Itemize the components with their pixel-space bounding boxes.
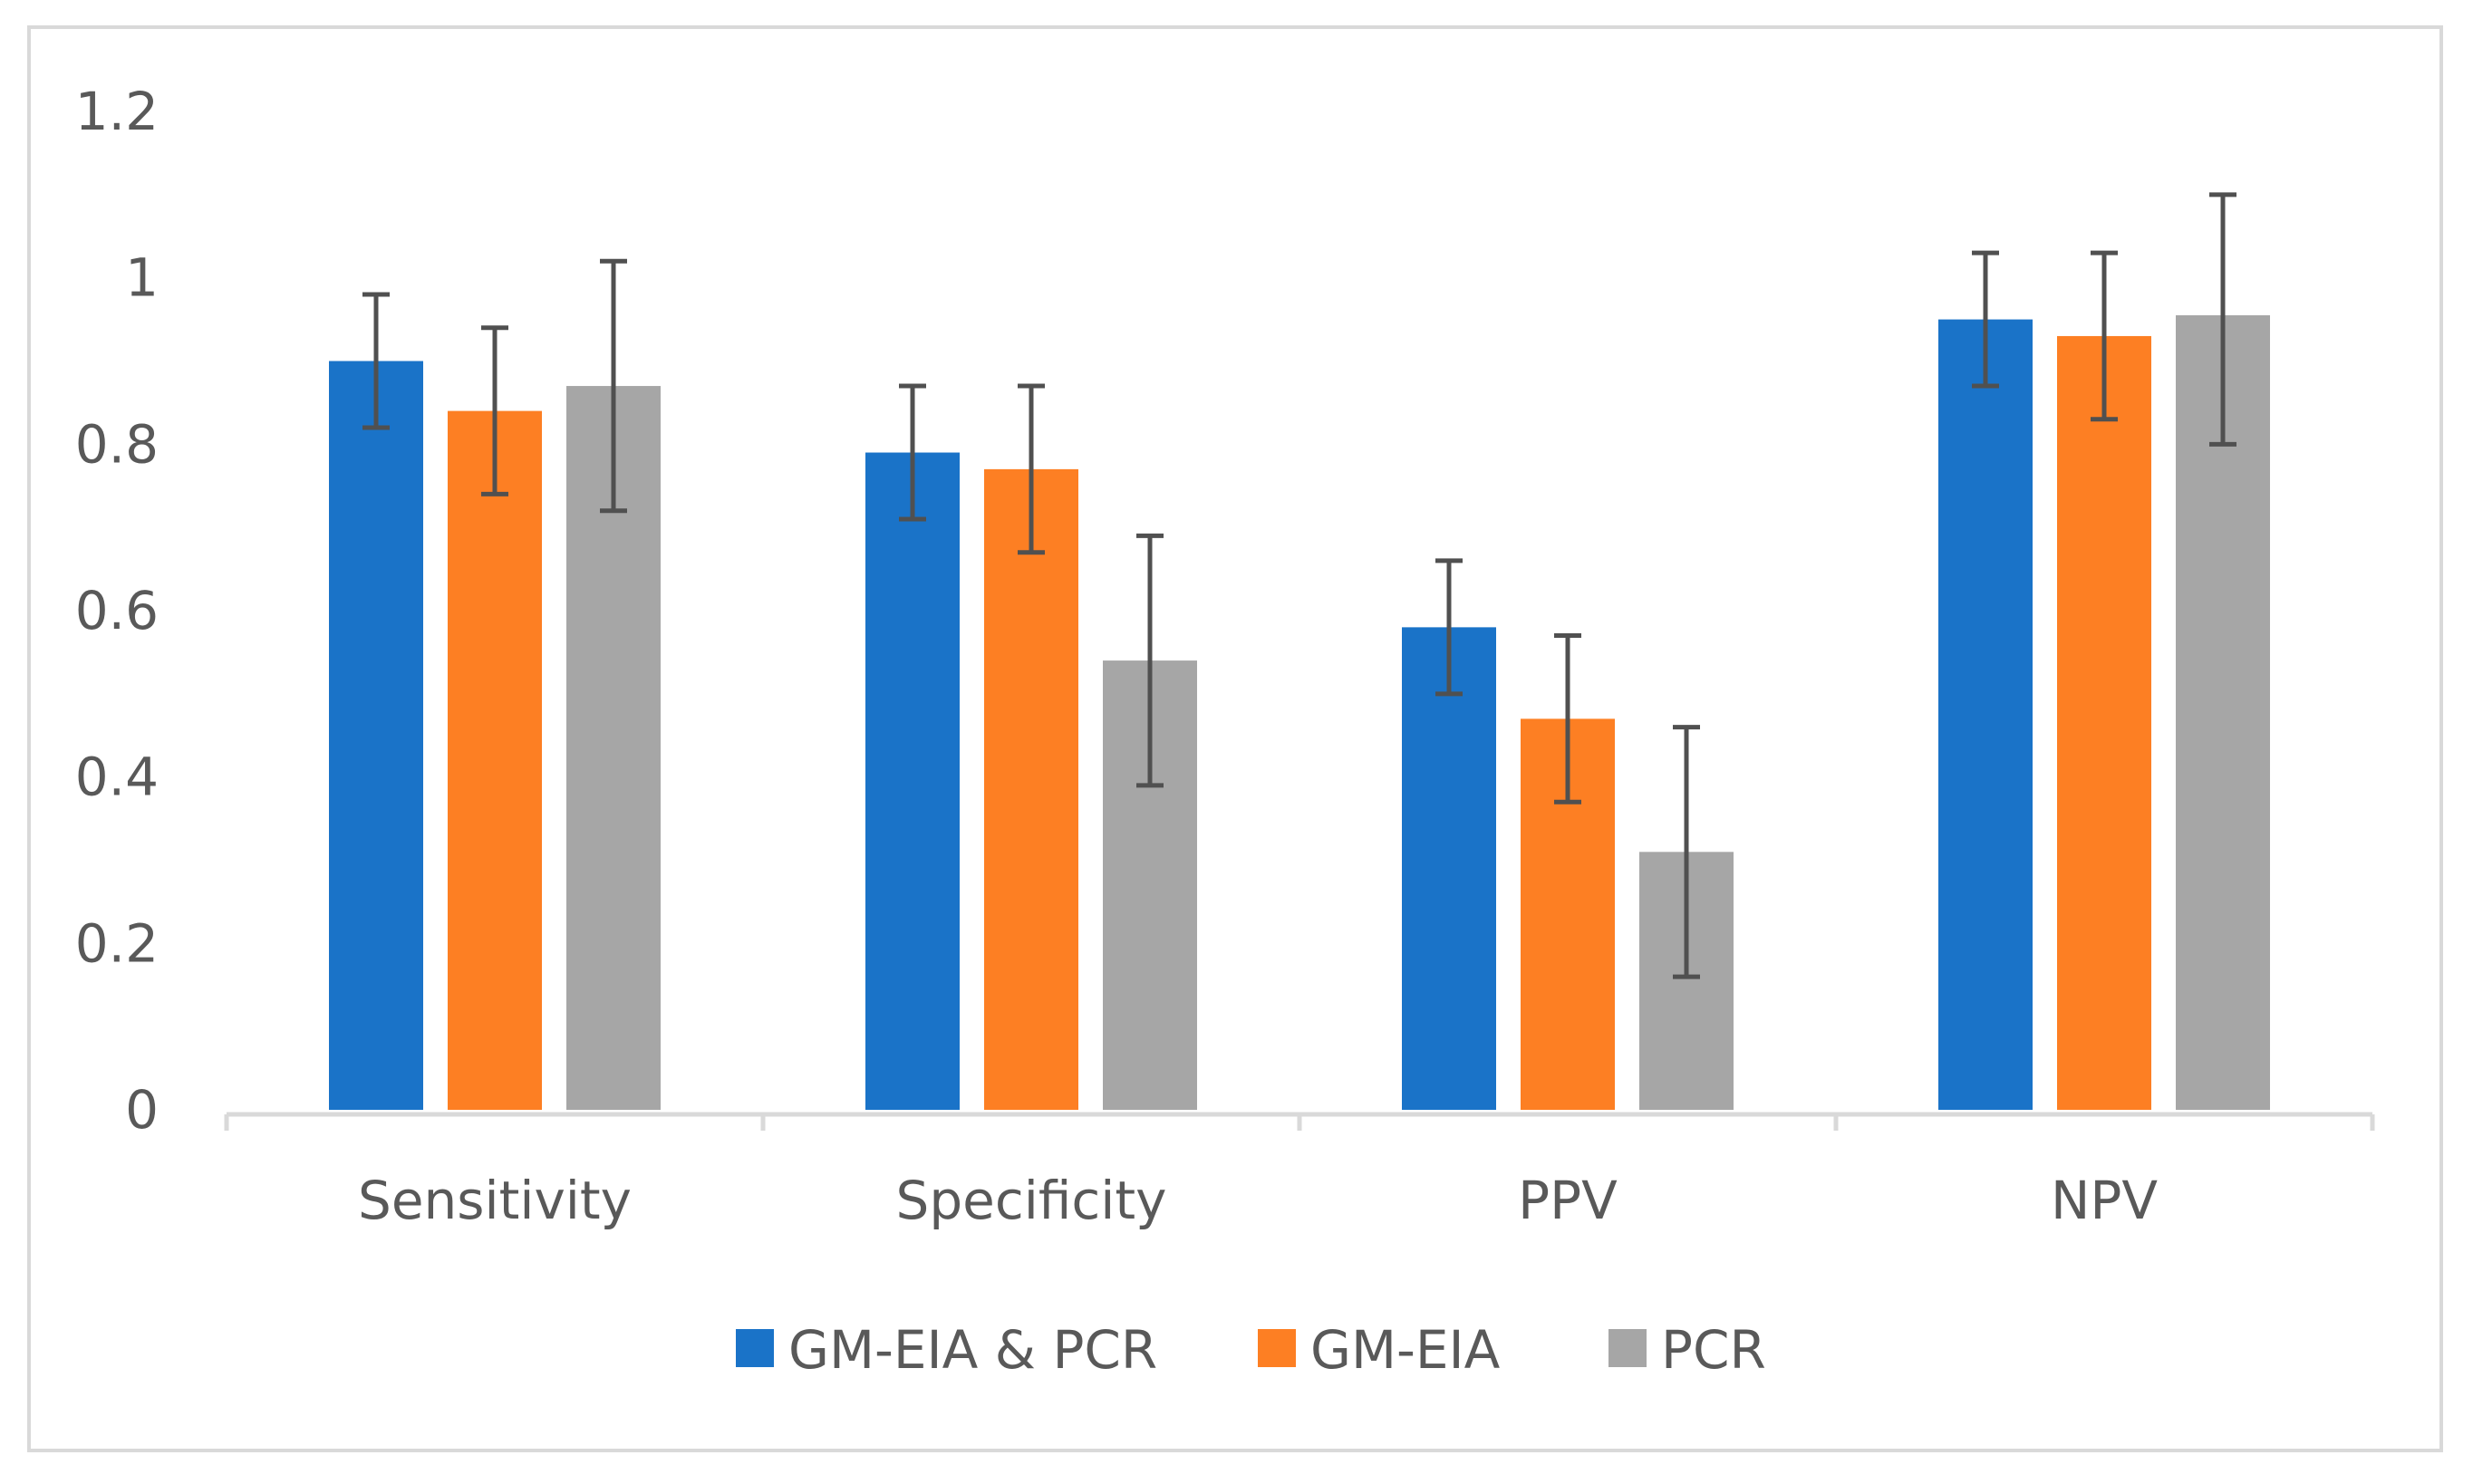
- bars: [329, 314, 2270, 1111]
- bar-specificity-1: [865, 452, 960, 1110]
- legend-swatch: [1608, 1329, 1647, 1367]
- y-axis-ticks: 0 0.2 0.4 0.6 0.8 1 1.2: [75, 81, 159, 1141]
- legend-label: PCR: [1661, 1319, 1766, 1381]
- legend: GM-EIA & PCR GM-EIA PCR: [736, 1319, 1766, 1381]
- bar-npv-2: [2057, 335, 2151, 1110]
- error-bar-npv-2: [2091, 250, 2118, 422]
- error-bars: [362, 192, 2236, 979]
- category-label-npv: NPV: [2051, 1170, 2158, 1231]
- error-bar-sensitivity-1: [362, 292, 390, 430]
- error-bar-specificity-1: [899, 383, 926, 522]
- chart-frame: [27, 25, 2443, 1452]
- error-bar-sensitivity-2: [481, 325, 508, 496]
- category-label-specificity: Specificity: [896, 1170, 1167, 1231]
- category-label-sensitivity: Sensitivity: [358, 1170, 632, 1231]
- bar-sensitivity-1: [329, 361, 423, 1110]
- legend-item-1: GM-EIA & PCR: [736, 1319, 1157, 1381]
- category-label-ppv: PPV: [1518, 1170, 1618, 1231]
- bar-npv-1: [1938, 319, 2033, 1110]
- x-axis: [224, 1112, 2375, 1131]
- error-bar-npv-1: [1972, 250, 1999, 389]
- legend-label: GM-EIA & PCR: [788, 1319, 1157, 1381]
- error-bar-ppv-3: [1673, 725, 1700, 979]
- legend-swatch: [736, 1329, 774, 1367]
- error-bar-ppv-2: [1554, 633, 1581, 805]
- error-bar-ppv-1: [1435, 558, 1463, 697]
- legend-item-2: GM-EIA: [1258, 1319, 1501, 1381]
- y-tick-label: 0.4: [75, 747, 159, 808]
- error-bar-specificity-2: [1018, 383, 1045, 555]
- bar-npv-3: [2176, 314, 2270, 1110]
- y-tick-label: 0: [125, 1079, 159, 1141]
- category-labels: Sensitivity Specificity PPV NPV: [358, 1170, 2158, 1231]
- legend-swatch: [1258, 1329, 1296, 1367]
- y-tick-label: 0.6: [75, 580, 159, 641]
- bar-sensitivity-2: [448, 410, 542, 1111]
- error-bar-npv-3: [2209, 192, 2236, 447]
- y-tick-label: 1: [125, 247, 159, 309]
- y-tick-label: 1.2: [75, 81, 159, 142]
- y-tick-label: 0.8: [75, 413, 159, 475]
- legend-item-3: PCR: [1608, 1319, 1766, 1381]
- bar-specificity-2: [984, 468, 1078, 1110]
- error-bar-sensitivity-3: [600, 258, 627, 514]
- error-bar-specificity-3: [1136, 533, 1164, 788]
- bar-ppv-1: [1402, 627, 1496, 1110]
- y-tick-label: 0.2: [75, 912, 159, 974]
- legend-label: GM-EIA: [1310, 1319, 1501, 1381]
